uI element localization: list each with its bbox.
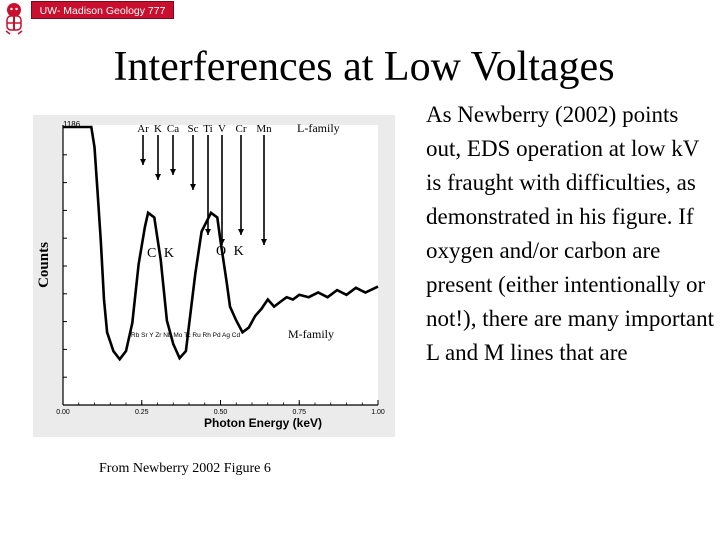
figure-caption: From Newberry 2002 Figure 6	[99, 461, 271, 476]
l-line-label: Ca	[167, 123, 179, 135]
x-tick-label: 0.25	[135, 409, 149, 416]
m-lines-label: Rb Sr Y Zr Nb Mo Tc Ru Rh Pd Ag Cd	[131, 332, 240, 339]
logo-badge-text: UW- Madison Geology 777	[31, 1, 174, 19]
l-line-label: Ti	[203, 123, 212, 135]
x-tick-label: 0.00	[56, 409, 70, 416]
arrow-head	[238, 229, 244, 235]
m-family-label: M-family	[288, 327, 334, 341]
l-line-label: Mn	[256, 123, 272, 135]
spectrum-chart: 0.00 0.25 0.50 0.75 1.00 Ar K Ca Sc Ti V Cr Mn 1186…	[36, 120, 385, 430]
l-line-label: Cr	[236, 123, 247, 135]
l-line-label: Sc	[188, 123, 199, 135]
l-line-label: Ar	[137, 123, 149, 135]
peak-label-ck: C K	[147, 246, 176, 261]
slide-title: Interferences at Low Voltages	[113, 44, 615, 90]
y-top-label: 1186	[63, 120, 81, 129]
arrow-head	[155, 174, 161, 180]
plot-area	[63, 125, 378, 405]
figure-panel: 0.00 0.25 0.50 0.75 1.00 Ar K Ca Sc Ti V Cr Mn 1186…	[33, 115, 395, 437]
body-paragraph: As Newberry (2002) points out, EDS opera…	[426, 102, 715, 365]
l-family-label: L-family	[297, 121, 340, 135]
arrow-head	[205, 229, 211, 235]
arrow-head	[140, 159, 146, 165]
x-tick-label: 0.50	[214, 409, 228, 416]
header-logo: UW- Madison Geology 777	[0, 0, 174, 36]
l-line-label: V	[218, 123, 226, 135]
peak-label-ok: O K	[216, 244, 246, 259]
arrow-head	[190, 184, 196, 190]
badger-mascot-icon	[5, 3, 23, 35]
arrow-head	[261, 239, 267, 245]
x-tick-label: 1.00	[371, 409, 385, 416]
x-axis-label: Photon Energy (keV)	[204, 416, 322, 430]
y-axis-label: Counts	[36, 242, 52, 288]
arrow-head	[170, 169, 176, 175]
l-line-label: K	[154, 123, 162, 135]
x-tick-label: 0.75	[292, 409, 306, 416]
spectrum-line	[63, 125, 379, 362]
